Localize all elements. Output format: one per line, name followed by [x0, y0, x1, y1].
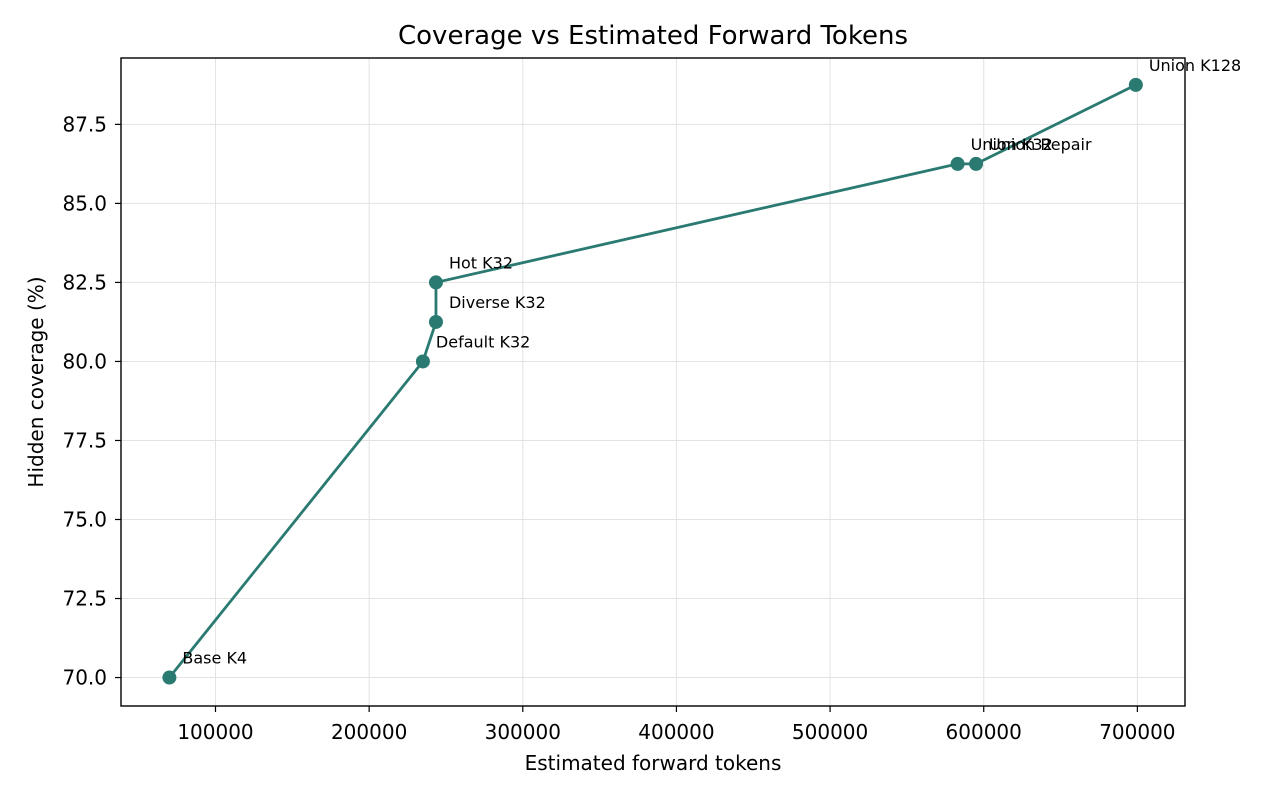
y-tick-label: 77.5	[62, 428, 107, 452]
data-point-label: Default K32	[436, 332, 530, 351]
x-tick-label: 100000	[177, 720, 253, 744]
x-tick-label: 200000	[331, 720, 407, 744]
data-point-label: Base K4	[182, 649, 247, 668]
data-point	[428, 314, 443, 329]
x-axis-ticks: 100000 200000 300000 400000 500000 600000 7000…	[177, 706, 1176, 744]
y-tick-label: 80.0	[62, 349, 107, 373]
data-point	[969, 156, 984, 171]
x-tick-label: 400000	[638, 720, 714, 744]
data-point	[415, 354, 430, 369]
y-axis-ticks: 70.0 72.5 75.0 77.5 80.0 82.5 85.0 87.5	[62, 112, 121, 690]
data-point-label: Hot K32	[449, 253, 513, 272]
point-labels: Base K4 Default K32 Diverse K32 Hot K32 Unio…	[182, 56, 1241, 668]
data-point	[950, 156, 965, 171]
series	[162, 77, 1143, 685]
x-axis-label: Estimated forward tokens	[525, 751, 782, 775]
x-tick-label: 600000	[946, 720, 1022, 744]
y-tick-label: 82.5	[62, 270, 107, 294]
chart-title: Coverage vs Estimated Forward Tokens	[398, 21, 908, 51]
data-point-label: Union K32	[971, 135, 1053, 154]
y-tick-label: 75.0	[62, 508, 107, 532]
data-point	[162, 670, 177, 685]
data-point-label: Diverse K32	[449, 293, 546, 312]
data-point-label: Union K128	[1149, 56, 1241, 75]
data-point	[428, 275, 443, 290]
data-point-label: Union Repair	[989, 135, 1092, 154]
y-tick-label: 87.5	[62, 112, 107, 136]
x-tick-label: 500000	[792, 720, 868, 744]
grid	[121, 58, 1185, 706]
y-tick-label: 72.5	[62, 587, 107, 611]
plot-frame	[120, 57, 1186, 707]
data-point	[1128, 77, 1143, 92]
y-tick-label: 70.0	[62, 666, 107, 690]
axes	[120, 57, 1186, 707]
x-tick-label: 300000	[485, 720, 561, 744]
y-axis-label: Hidden coverage (%)	[24, 276, 48, 487]
x-tick-label: 700000	[1099, 720, 1175, 744]
y-tick-label: 85.0	[62, 191, 107, 215]
